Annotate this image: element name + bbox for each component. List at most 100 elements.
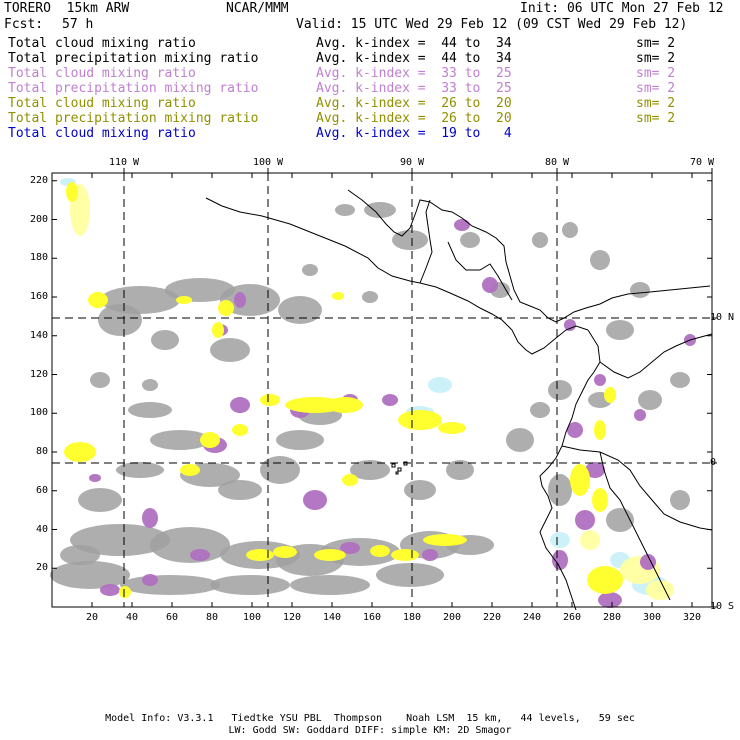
legend-smoothing: sm= 2 — [636, 81, 676, 96]
cloud-cell — [638, 390, 662, 410]
cloud-cell — [598, 592, 622, 608]
x-tick-label: 80 — [205, 612, 219, 623]
latitude-label: 0 — [710, 457, 717, 468]
y-tick-label: 120 — [29, 368, 48, 380]
cloud-cell — [567, 422, 583, 438]
forecast-label: Fcst: — [4, 17, 44, 32]
cloud-cell — [212, 322, 224, 338]
cloud-cell — [176, 296, 192, 304]
legend-field-name: Total precipitation mixing ratio — [8, 81, 259, 96]
south-america-pacific — [539, 329, 601, 611]
latitude-label: 10 S — [710, 601, 735, 612]
cloud-cell — [210, 575, 290, 595]
y-tick-label: 160 — [29, 291, 48, 302]
cloud-cell — [165, 278, 235, 302]
cloud-cell — [548, 474, 572, 506]
cloud-cell — [587, 566, 623, 594]
cloud-cell — [88, 292, 108, 308]
cloud-cell — [392, 230, 428, 250]
caribbean-coast — [347, 189, 711, 323]
cloud-cell — [128, 402, 172, 418]
cloud-cell — [342, 474, 358, 486]
longitude-label: 70 W — [689, 157, 715, 168]
cloud-cell — [670, 490, 690, 510]
cloud-cell — [335, 204, 355, 216]
longitude-label: 90 W — [399, 157, 425, 168]
cloud-cell — [422, 549, 438, 561]
model-title: TORERO 15km ARW — [4, 1, 130, 16]
cloud-cell — [606, 320, 634, 340]
cloud-cell — [89, 474, 101, 482]
latitude-label: 10 N — [710, 312, 735, 323]
cloud-cell — [376, 563, 444, 587]
cloud-cell — [585, 462, 605, 478]
cloud-cell — [260, 456, 300, 484]
legend-k-index: Avg. k-index = 44 to 34 — [316, 51, 512, 66]
cloud-cell — [370, 545, 390, 557]
cloud-cell — [404, 480, 436, 500]
model-info-line1: Model Info: V3.3.1 Tiedtke YSU PBL Thomp… — [105, 713, 635, 724]
cloud-cell — [50, 561, 130, 589]
cloud-cell — [454, 219, 470, 231]
cloud-cell — [278, 296, 322, 324]
cloud-cell — [100, 584, 120, 596]
cloud-cell — [180, 464, 200, 476]
cloud-cell — [570, 464, 590, 496]
cloud-cell — [218, 300, 234, 316]
cloud-cell — [428, 377, 452, 393]
center-title: NCAR/MMM — [226, 1, 289, 16]
legend-field-name: Total cloud mixing ratio — [8, 96, 196, 111]
legend-smoothing: sm= 2 — [636, 96, 676, 111]
legend-row: Total precipitation mixing ratio Avg. k-i… — [8, 82, 732, 96]
legend-row: Total precipitation mixing ratio Avg. k-i… — [8, 112, 732, 126]
cloud-cell — [78, 488, 122, 512]
legend-field-name: Total cloud mixing ratio — [8, 66, 196, 81]
legend-row: Total cloud mixing ratio Avg. k-index = 2… — [8, 97, 732, 111]
cloud-cell — [670, 372, 690, 388]
cloud-cell — [273, 546, 297, 558]
x-tick-label: 20 — [85, 612, 99, 623]
cloud-cell — [552, 550, 568, 570]
init-time: Init: 06 UTC Mon 27 Feb 12 — [520, 1, 724, 16]
x-tick-label: 320 — [682, 612, 702, 623]
coastlines — [205, 189, 713, 611]
legend-k-index: Avg. k-index = 26 to 20 — [316, 96, 512, 111]
cloud-cell — [548, 380, 572, 400]
legend-row: Total cloud mixing ratio Avg. k-index = 3… — [8, 67, 732, 81]
cloud-cell — [592, 488, 608, 512]
cloud-fields — [50, 178, 696, 608]
axis-ticks — [52, 168, 717, 608]
galapagos-islands — [391, 461, 408, 475]
cloud-cell — [350, 460, 390, 480]
cloud-cell — [580, 530, 600, 550]
cloud-cell — [438, 422, 466, 434]
cloud-cell — [60, 545, 100, 565]
y-tick-label: 180 — [29, 252, 48, 264]
legend-row: Total precipitation mixing ratio Avg. k-i… — [8, 52, 732, 66]
cloud-cell — [590, 250, 610, 270]
cloud-cell — [482, 277, 498, 293]
border-central-america — [447, 241, 513, 301]
legend-smoothing: sm= 2 — [636, 36, 676, 51]
cloud-cell — [303, 490, 327, 510]
longitude-label: 80 W — [544, 157, 570, 168]
legend-smoothing: sm= 2 — [636, 111, 676, 126]
legend-k-index: Avg. k-index = 33 to 25 — [316, 81, 512, 96]
legend-row: Total cloud mixing ratio Avg. k-index = 1… — [8, 127, 732, 141]
cloud-cell — [119, 586, 131, 598]
cloud-cell — [327, 397, 363, 413]
cloud-cell — [562, 222, 578, 238]
cloud-cell — [398, 410, 442, 430]
cloud-cell — [151, 330, 179, 350]
y-tick-label: 140 — [29, 329, 48, 341]
border-mexico-guatemala — [419, 199, 433, 284]
cloud-cell — [220, 284, 280, 316]
cloud-cell — [234, 292, 246, 308]
cloud-cell — [190, 549, 210, 561]
legend-field-name: Total precipitation mixing ratio — [8, 111, 259, 126]
cloud-cell — [332, 292, 344, 300]
legend-smoothing: sm= 2 — [636, 66, 676, 81]
cloud-cell — [506, 428, 534, 452]
legend-k-index: Avg. k-index = 33 to 25 — [316, 66, 512, 81]
